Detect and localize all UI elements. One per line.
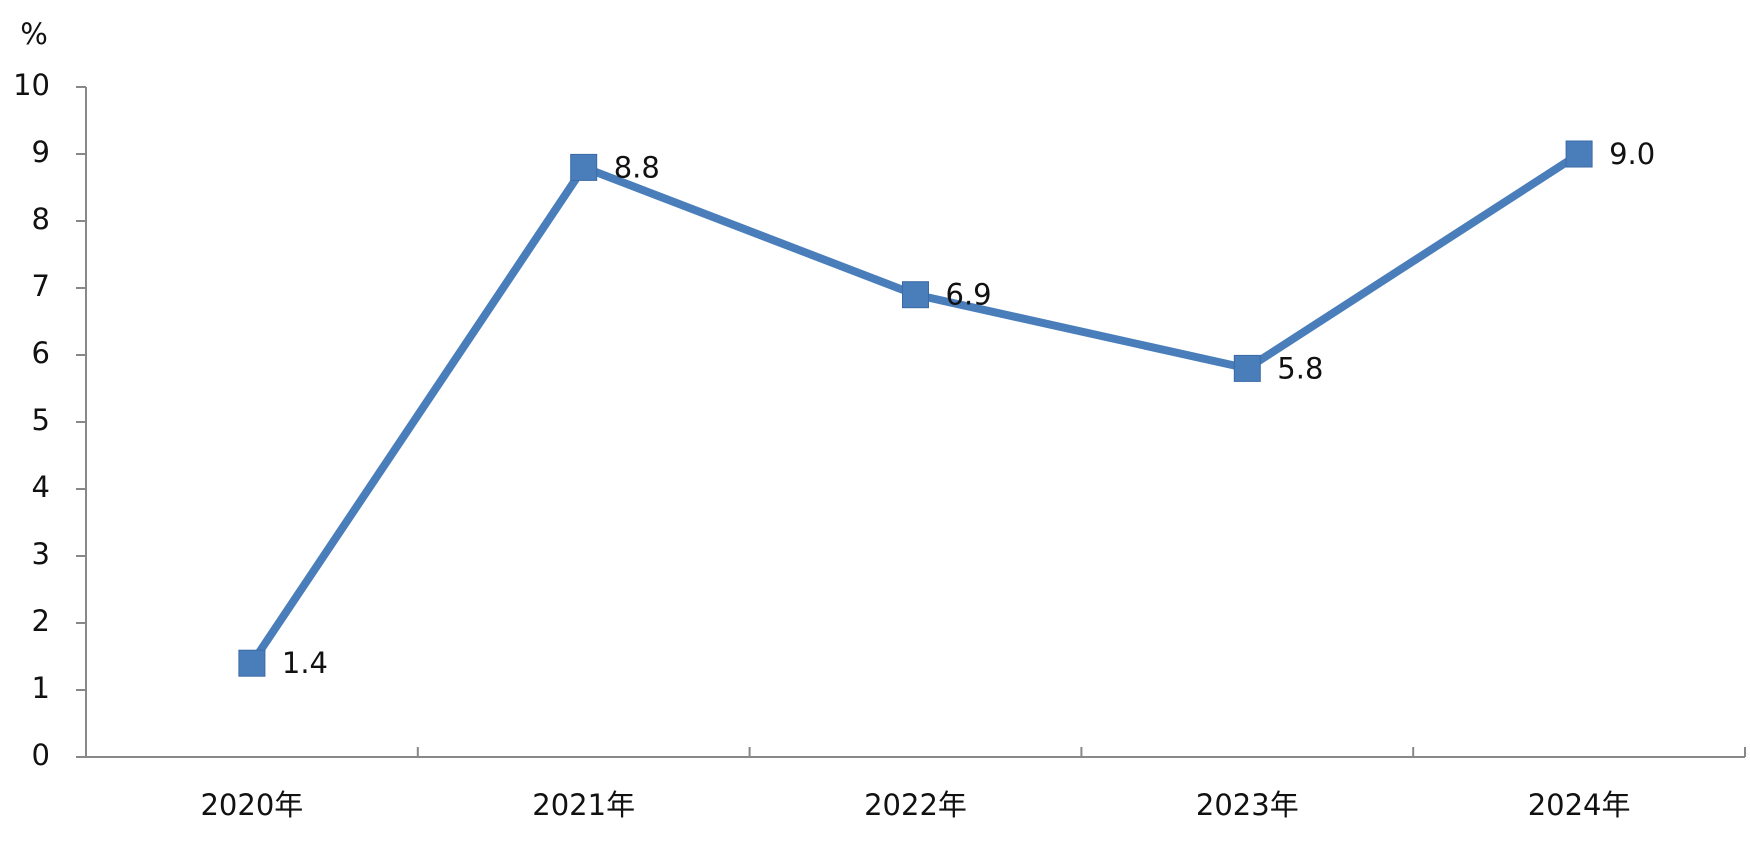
data-label: 8.8 (614, 150, 660, 184)
y-tick-label: 1 (32, 671, 50, 705)
marker (570, 153, 598, 181)
marker (1565, 140, 1593, 168)
x-tick-label: 2021年 (532, 788, 635, 822)
y-tick-label: 6 (32, 336, 50, 370)
x-tick-label: 2022年 (864, 788, 967, 822)
y-tick-label: 10 (13, 68, 50, 102)
data-label: 1.4 (282, 646, 328, 680)
data-label: 6.9 (946, 278, 992, 312)
x-tick-label: 2023年 (1196, 788, 1299, 822)
marker (902, 281, 929, 309)
marker (238, 649, 266, 677)
y-tick-label: 4 (32, 470, 50, 504)
y-axis-label: % (20, 17, 48, 51)
y-tick-label: 0 (32, 738, 50, 772)
y-tick-label: 3 (32, 537, 50, 571)
x-tick-label: 2024年 (1528, 788, 1631, 822)
marker (1233, 354, 1261, 382)
data-label: 5.8 (1277, 351, 1323, 385)
y-tick-label: 5 (32, 403, 50, 437)
data-label: 9.0 (1609, 137, 1655, 171)
y-tick-label: 2 (32, 604, 50, 638)
x-tick-label: 2020年 (200, 788, 303, 822)
y-tick-label: 7 (32, 269, 50, 303)
y-tick-label: 9 (32, 135, 50, 169)
y-tick-label: 8 (32, 202, 50, 236)
series-line (248, 150, 1582, 666)
